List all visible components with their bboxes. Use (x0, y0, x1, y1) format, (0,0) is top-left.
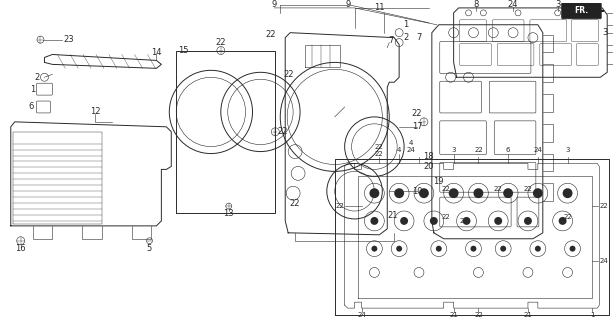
Text: 24: 24 (459, 218, 468, 224)
Circle shape (394, 188, 404, 198)
Text: 24: 24 (357, 312, 366, 318)
Text: 22: 22 (375, 144, 384, 150)
Text: 22: 22 (441, 186, 450, 192)
Text: 7: 7 (416, 33, 421, 42)
Text: 23: 23 (63, 35, 73, 44)
Circle shape (463, 217, 471, 225)
Text: 20: 20 (424, 162, 434, 171)
Text: 22: 22 (283, 70, 293, 79)
Text: 22: 22 (563, 214, 572, 220)
Text: 2: 2 (403, 33, 408, 42)
Text: 9: 9 (272, 0, 277, 10)
Circle shape (533, 188, 543, 198)
Text: 6: 6 (506, 147, 511, 153)
Text: 22: 22 (216, 38, 226, 47)
Text: 15: 15 (178, 46, 188, 55)
Circle shape (503, 188, 513, 198)
Text: 22: 22 (290, 199, 301, 208)
Text: 22: 22 (524, 186, 532, 192)
Circle shape (448, 188, 458, 198)
Text: 22: 22 (335, 203, 344, 209)
Text: 4: 4 (397, 147, 402, 153)
Text: 21: 21 (387, 212, 397, 220)
Circle shape (570, 246, 575, 252)
Circle shape (500, 246, 506, 252)
Circle shape (524, 217, 532, 225)
Circle shape (370, 188, 379, 198)
Text: 6: 6 (28, 102, 33, 111)
Text: 5: 5 (147, 244, 152, 253)
Text: FR.: FR. (574, 6, 588, 15)
Text: 21: 21 (449, 312, 458, 318)
Text: 10: 10 (411, 187, 422, 196)
Circle shape (400, 217, 408, 225)
Circle shape (474, 188, 484, 198)
Text: 9: 9 (345, 0, 351, 10)
Text: 19: 19 (434, 177, 444, 186)
Text: 22: 22 (265, 30, 275, 39)
Text: 1: 1 (30, 85, 35, 94)
Text: 16: 16 (15, 244, 26, 253)
Text: 3: 3 (452, 147, 456, 153)
Text: 22: 22 (494, 186, 503, 192)
Text: 8: 8 (474, 0, 479, 10)
Text: 24: 24 (407, 147, 415, 153)
Text: 1: 1 (590, 312, 594, 318)
Text: 22: 22 (411, 109, 422, 118)
Text: 22: 22 (441, 214, 450, 220)
Text: 3: 3 (565, 147, 570, 153)
Circle shape (370, 217, 378, 225)
Text: 21: 21 (524, 312, 532, 318)
Text: 4: 4 (409, 140, 413, 146)
Text: 22: 22 (375, 150, 384, 156)
Circle shape (419, 188, 429, 198)
Circle shape (430, 217, 438, 225)
FancyBboxPatch shape (562, 3, 601, 19)
Circle shape (471, 246, 476, 252)
Text: 24: 24 (600, 258, 609, 264)
Text: 22: 22 (277, 127, 288, 136)
Text: 24: 24 (533, 147, 542, 153)
Text: 24: 24 (508, 0, 518, 10)
Text: 22: 22 (474, 312, 483, 318)
Text: 7: 7 (389, 36, 394, 45)
Text: 11: 11 (374, 4, 384, 12)
Text: 3: 3 (602, 28, 608, 37)
Circle shape (494, 217, 502, 225)
Circle shape (562, 188, 572, 198)
Circle shape (396, 246, 402, 252)
Text: 13: 13 (224, 210, 234, 219)
Text: 22: 22 (600, 203, 609, 209)
Text: 17: 17 (411, 122, 423, 131)
Circle shape (559, 217, 567, 225)
Circle shape (535, 246, 541, 252)
Text: 2: 2 (34, 73, 39, 82)
Circle shape (436, 246, 442, 252)
Text: 14: 14 (151, 48, 161, 57)
Text: 18: 18 (424, 152, 434, 161)
Text: 1: 1 (403, 20, 408, 29)
Text: 3: 3 (555, 0, 561, 10)
Circle shape (371, 246, 378, 252)
Text: 22: 22 (474, 147, 483, 153)
Text: 12: 12 (90, 108, 100, 116)
